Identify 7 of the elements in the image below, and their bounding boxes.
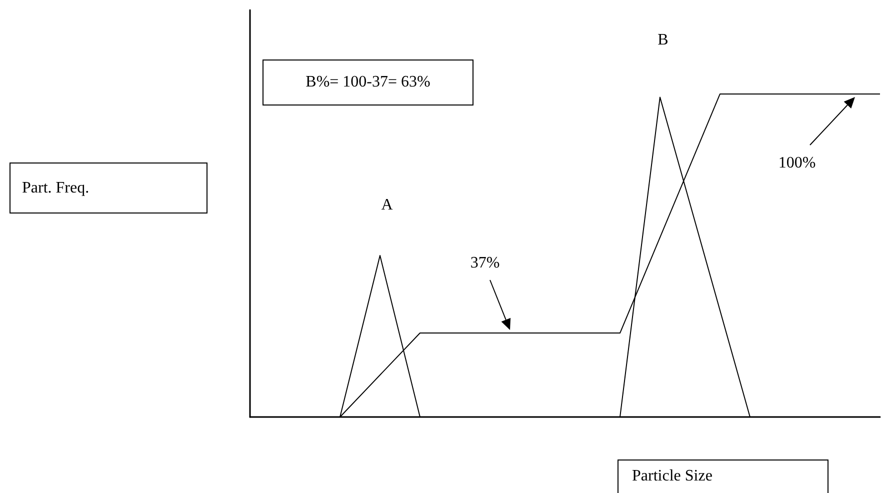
text: Part. Freq. — [22, 180, 90, 196]
text: B%= 100-37= 63% — [306, 74, 430, 90]
annotation: 37% — [470, 254, 500, 272]
x-axis-title: Particle Size — [632, 468, 712, 484]
text: B — [658, 32, 668, 48]
annotation: 100% — [778, 154, 816, 172]
annotation: A — [381, 196, 394, 214]
